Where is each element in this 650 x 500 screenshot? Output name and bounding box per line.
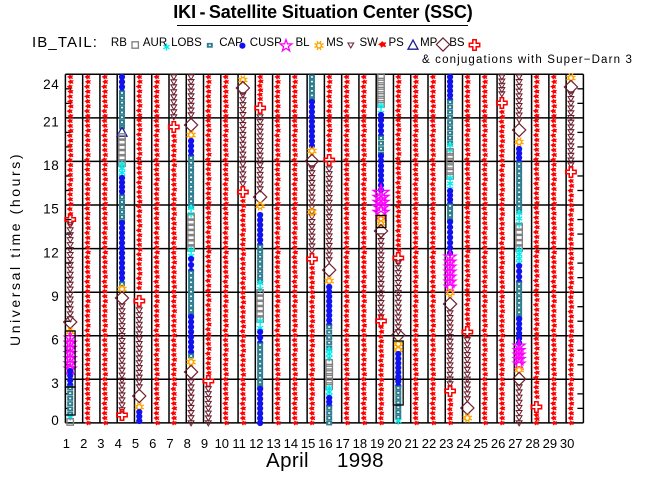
- svg-text:5: 5: [132, 436, 139, 451]
- svg-text:9: 9: [51, 289, 59, 304]
- svg-text:6: 6: [149, 436, 156, 451]
- svg-text:13: 13: [266, 436, 280, 451]
- svg-text:1: 1: [63, 436, 70, 451]
- svg-text:18: 18: [353, 436, 367, 451]
- svg-text:CAP: CAP: [219, 37, 243, 49]
- svg-text:24: 24: [43, 77, 59, 92]
- svg-text:21: 21: [404, 436, 418, 451]
- svg-text:12: 12: [249, 436, 263, 451]
- svg-text:21: 21: [43, 114, 59, 129]
- svg-text:RB: RB: [111, 37, 127, 49]
- svg-text:19: 19: [370, 436, 384, 451]
- svg-text:4: 4: [115, 436, 122, 451]
- svg-text:23: 23: [439, 436, 453, 451]
- svg-text:25: 25: [474, 436, 488, 451]
- svg-text:12: 12: [43, 245, 59, 260]
- svg-text:PS: PS: [389, 37, 405, 49]
- svg-text:24: 24: [456, 436, 470, 451]
- svg-text:26: 26: [491, 436, 505, 451]
- svg-text:30: 30: [560, 436, 574, 451]
- svg-text:0: 0: [51, 413, 59, 428]
- svg-text:MP: MP: [420, 37, 438, 49]
- svg-text:20: 20: [387, 436, 401, 451]
- svg-text:10: 10: [215, 436, 229, 451]
- svg-text:15: 15: [301, 436, 315, 451]
- svg-text:22: 22: [422, 436, 436, 451]
- svg-text:16: 16: [318, 436, 332, 451]
- svg-text:28: 28: [525, 436, 539, 451]
- svg-text:14: 14: [284, 436, 298, 451]
- svg-text:27: 27: [508, 436, 522, 451]
- svg-text:15: 15: [43, 201, 59, 216]
- svg-text:BL: BL: [296, 37, 311, 49]
- svg-text:17: 17: [335, 436, 349, 451]
- svg-text:11: 11: [232, 436, 246, 451]
- svg-text:CUSP: CUSP: [250, 37, 282, 49]
- svg-text:MS: MS: [326, 37, 344, 49]
- svg-text:3: 3: [97, 436, 104, 451]
- svg-text:BS: BS: [449, 37, 465, 49]
- svg-text:9: 9: [201, 436, 208, 451]
- svg-text:18: 18: [43, 158, 59, 173]
- svg-text:6: 6: [51, 332, 59, 347]
- svg-text:8: 8: [184, 436, 191, 451]
- svg-text:2: 2: [80, 436, 87, 451]
- svg-text:AUR: AUR: [143, 37, 167, 49]
- svg-text:SW: SW: [360, 37, 379, 49]
- svg-text:7: 7: [166, 436, 173, 451]
- svg-text:3: 3: [51, 376, 59, 391]
- svg-text:LOBS: LOBS: [171, 37, 202, 49]
- svg-text:29: 29: [543, 436, 557, 451]
